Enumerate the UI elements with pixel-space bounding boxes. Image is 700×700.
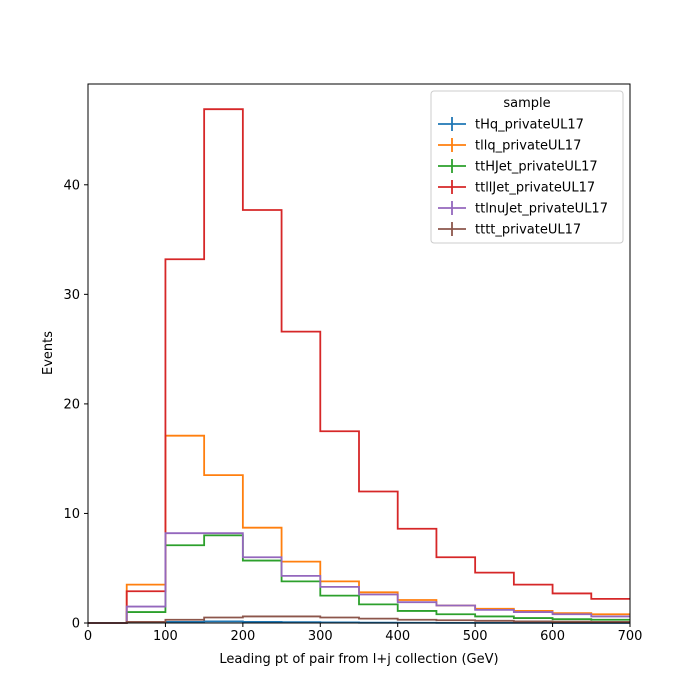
series-line-ttllJet_privateUL17: [88, 108, 630, 624]
legend: sample tHq_privateUL17 tllq_privateUL17tt…: [430, 90, 624, 244]
x-tick-label: 200: [230, 629, 255, 644]
y-axis-ticks: 0 10 20 30 40: [63, 178, 88, 632]
x-tick-label: 600: [540, 629, 565, 644]
series-line-tttt_privateUL17: [88, 615, 630, 624]
x-tick-label: 400: [385, 629, 410, 644]
plot-series-group: [88, 108, 630, 624]
x-tick-label: 300: [308, 629, 333, 644]
legend-label: ttHJet_privateUL17: [475, 160, 598, 175]
x-tick-label: 0: [84, 629, 92, 644]
y-tick-label: 0: [72, 617, 80, 632]
x-tick-label: 100: [153, 629, 178, 644]
x-tick-label: 700: [618, 629, 643, 644]
legend-label: tttt_privateUL17: [475, 223, 581, 238]
y-tick-label: 30: [63, 288, 80, 303]
y-tick-label: 40: [63, 178, 80, 193]
y-tick-label: 20: [63, 397, 80, 412]
legend-frame: [430, 90, 624, 244]
series-line-ttlnuJet_privateUL17: [88, 532, 630, 624]
axes-frame: [87, 83, 631, 624]
legend-title: sample: [503, 96, 550, 111]
legend-label: tHq_privateUL17: [475, 118, 584, 133]
x-tick-label: 500: [463, 629, 488, 644]
x-axis-ticks: 0 100 200 300 400 500 600 700: [84, 623, 643, 644]
series-line-ttHJet_privateUL17: [88, 534, 630, 624]
legend-entries: tHq_privateUL17 tllq_privateUL17 ttHJet_pr…: [438, 117, 608, 238]
x-axis-label: Leading pt of pair from l+j collection (…: [219, 652, 498, 667]
legend-label: tllq_privateUL17: [475, 139, 581, 154]
legend-label: ttlnuJet_privateUL17: [475, 202, 608, 217]
y-tick-label: 10: [63, 507, 80, 522]
y-axis-label: Events: [41, 331, 56, 375]
legend-label: ttllJet_privateUL17: [475, 181, 595, 196]
